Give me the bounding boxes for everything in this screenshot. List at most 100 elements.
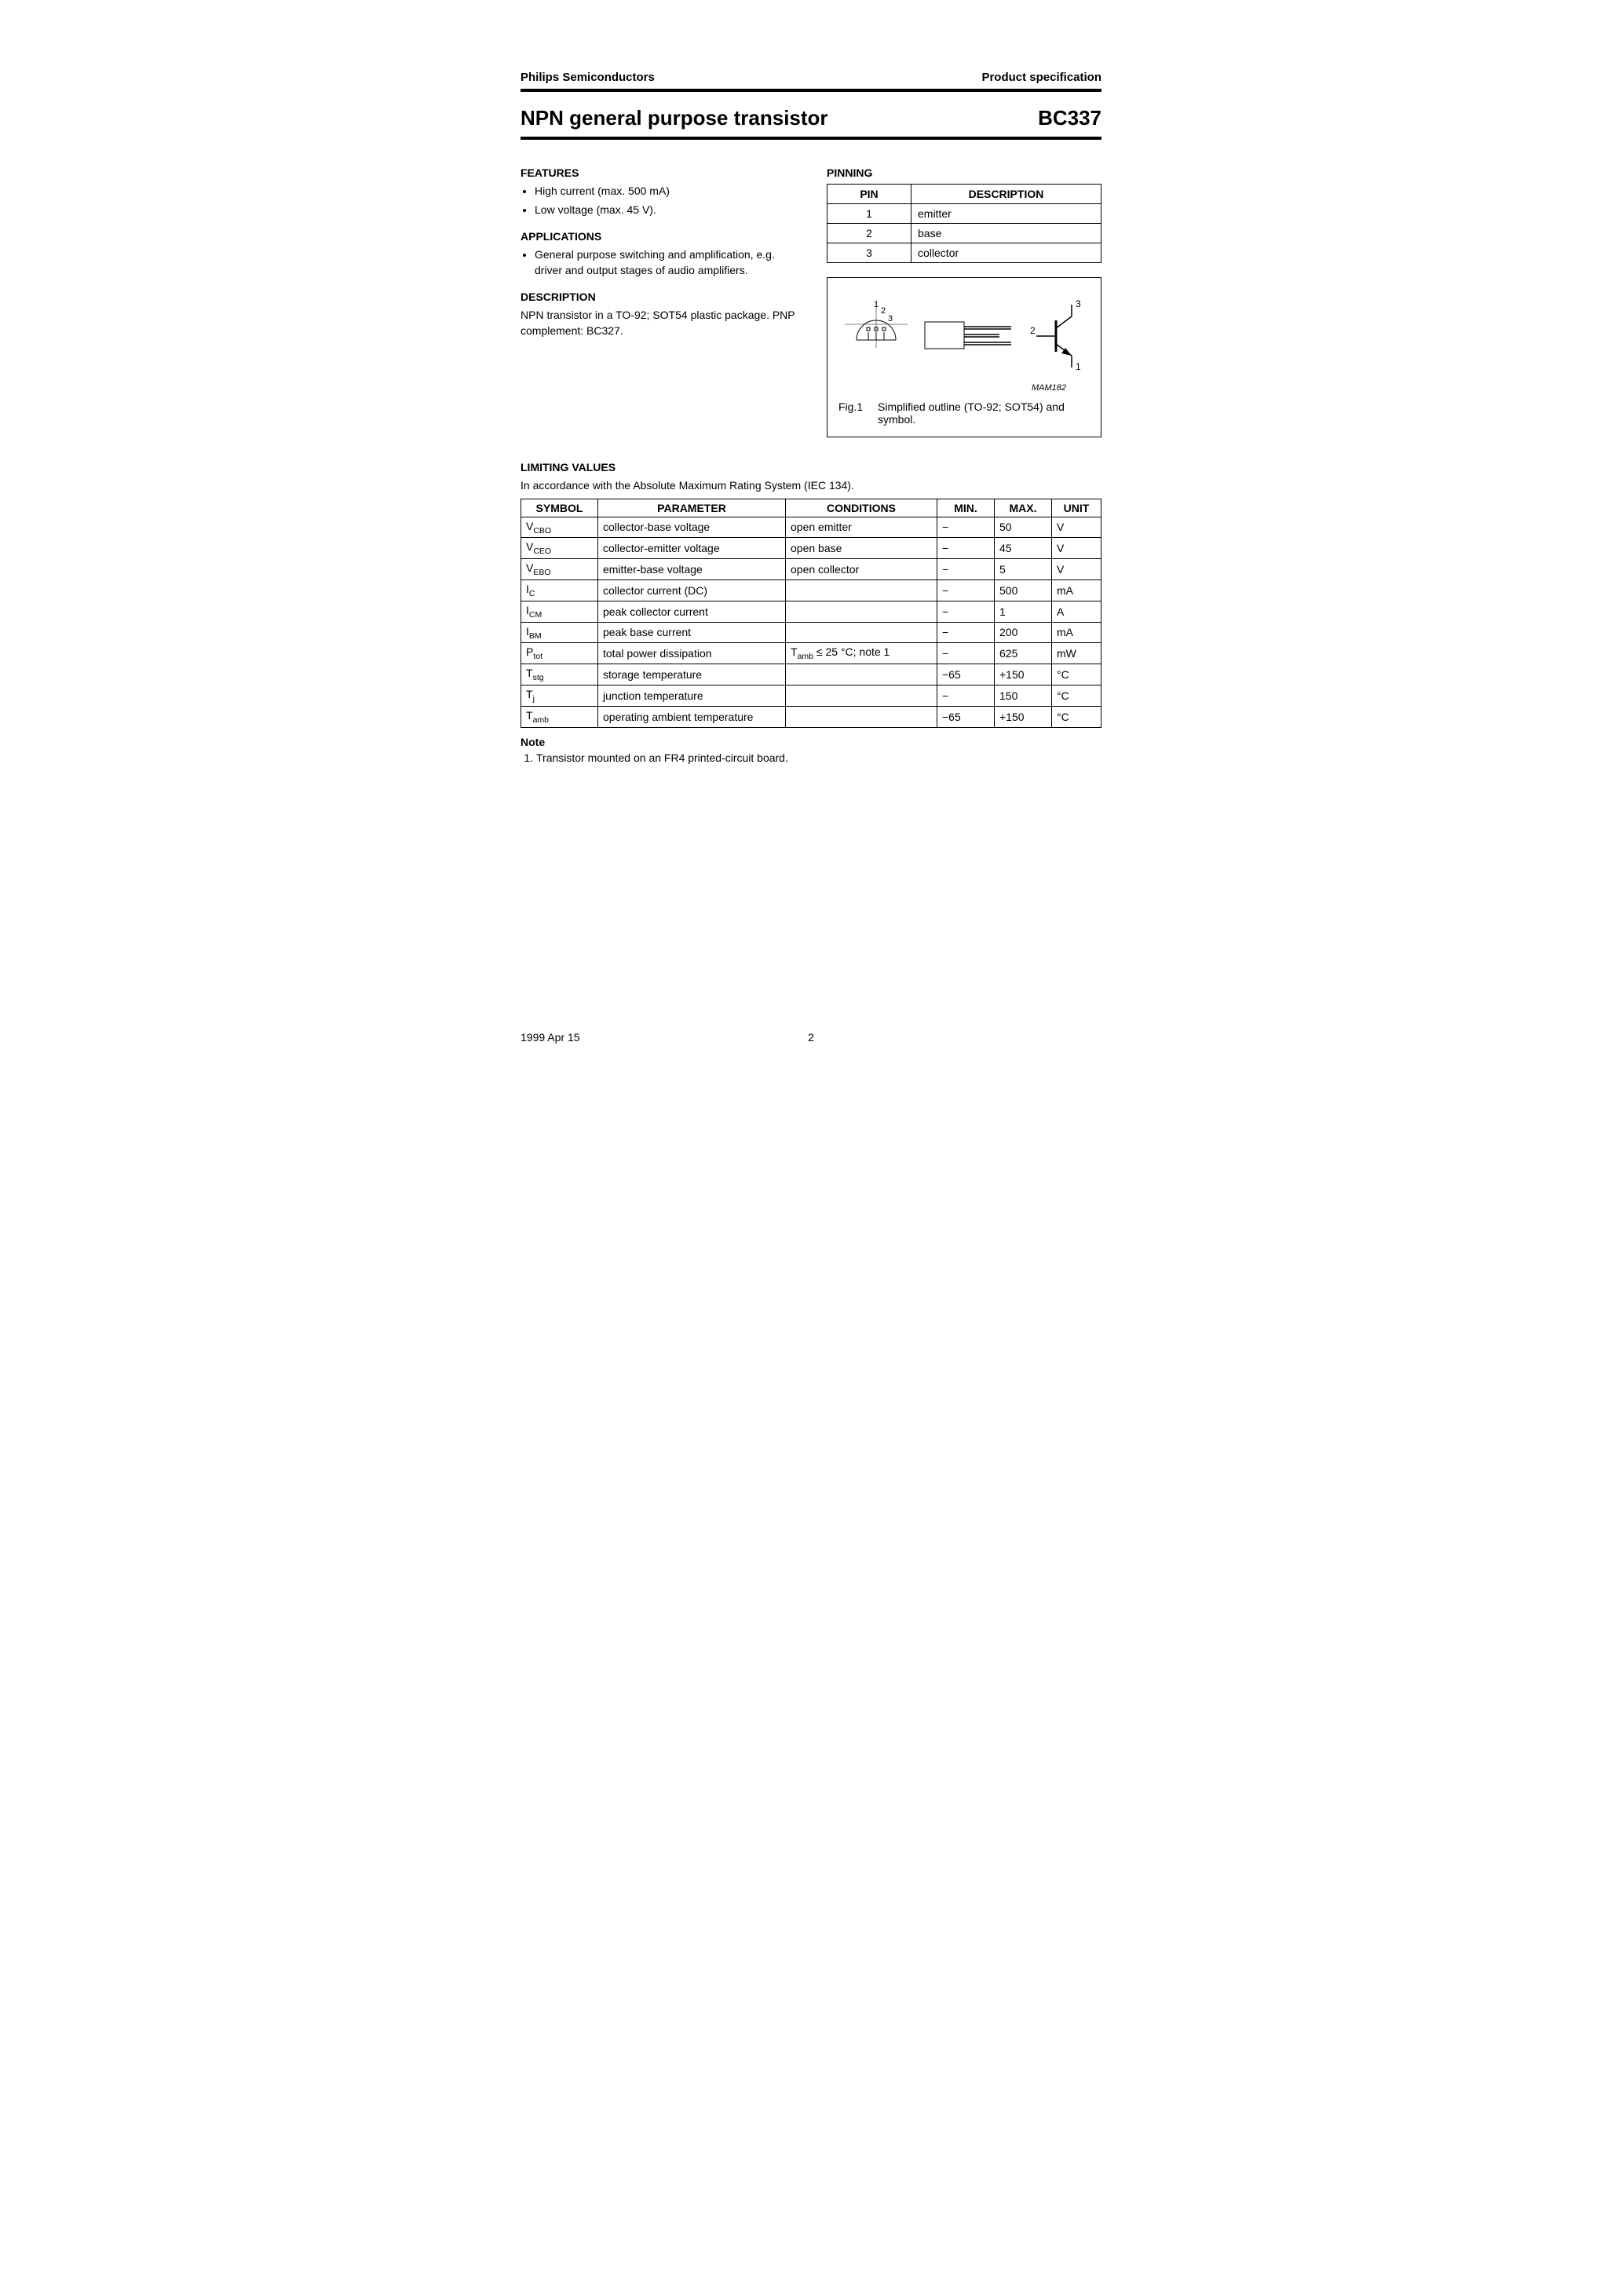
description-heading: DESCRIPTION (521, 291, 795, 303)
svg-text:1: 1 (874, 301, 879, 309)
table-row: VEBOemitter-base voltageopen collector−5… (521, 559, 1101, 580)
svg-text:3: 3 (1076, 298, 1081, 309)
cell-min: − (937, 622, 995, 643)
cell-conditions (786, 601, 937, 622)
pin-num: 2 (827, 224, 911, 243)
cell-parameter: peak collector current (598, 601, 786, 622)
table-row: Ptottotal power dissipationTamb ≤ 25 °C;… (521, 643, 1101, 664)
cell-conditions: open emitter (786, 517, 937, 538)
cell-min: − (937, 538, 995, 559)
figure-box: 1 2 3 (827, 277, 1101, 437)
applications-list: General purpose switching and amplificat… (535, 247, 795, 278)
cell-max: 1 (995, 601, 1052, 622)
table-row: ICcollector current (DC)−500mA (521, 579, 1101, 601)
cell-min: − (937, 517, 995, 538)
limiting-heading: LIMITING VALUES (521, 461, 1101, 473)
svg-text:3: 3 (888, 314, 893, 324)
cell-max: 150 (995, 685, 1052, 706)
cell-max: 50 (995, 517, 1052, 538)
page-header: Philips Semiconductors Product specifica… (521, 71, 1101, 84)
cell-symbol: IC (521, 579, 598, 601)
description-text: NPN transistor in a TO-92; SOT54 plastic… (521, 308, 795, 338)
cell-unit: °C (1052, 664, 1101, 686)
table-row: VCBOcollector-base voltageopen emitter−5… (521, 517, 1101, 538)
svg-text:2: 2 (881, 306, 886, 316)
pin-num: 1 (827, 204, 911, 224)
cell-min: − (937, 601, 995, 622)
cell-parameter: emitter-base voltage (598, 559, 786, 580)
cell-symbol: VCBO (521, 517, 598, 538)
cell-unit: °C (1052, 685, 1101, 706)
table-row: VCEOcollector-emitter voltageopen base−4… (521, 538, 1101, 559)
cell-parameter: collector current (DC) (598, 579, 786, 601)
cell-parameter: collector-base voltage (598, 517, 786, 538)
divider-top (521, 89, 1101, 92)
pinning-table: PIN DESCRIPTION 1 emitter 2 base 3 colle… (827, 184, 1101, 263)
cell-symbol: Tamb (521, 706, 598, 727)
pin-num: 3 (827, 243, 911, 263)
cell-min: −65 (937, 664, 995, 686)
limiting-subtext: In accordance with the Absolute Maximum … (521, 478, 1101, 494)
cell-conditions (786, 622, 937, 643)
cell-symbol: Tj (521, 685, 598, 706)
features-heading: FEATURES (521, 166, 795, 179)
cell-parameter: storage temperature (598, 664, 786, 686)
header-right: Product specification (981, 71, 1101, 84)
transistor-symbol-icon: 3 2 1 (1028, 297, 1083, 375)
col-symbol: SYMBOL (521, 499, 598, 517)
cell-unit: V (1052, 517, 1101, 538)
svg-text:1: 1 (1076, 361, 1081, 372)
feature-item: Low voltage (max. 45 V). (535, 203, 795, 218)
cell-symbol: VCEO (521, 538, 598, 559)
cell-max: 625 (995, 643, 1052, 664)
applications-heading: APPLICATIONS (521, 230, 795, 243)
pin-desc: collector (911, 243, 1101, 263)
pinning-heading: PINNING (827, 166, 1101, 179)
note-list: Transistor mounted on an FR4 printed-cir… (536, 751, 1101, 764)
table-row: 2 base (827, 224, 1101, 243)
cell-symbol: IBM (521, 622, 598, 643)
cell-unit: V (1052, 559, 1101, 580)
col-min: MIN. (937, 499, 995, 517)
figure-caption: Simplified outline (TO-92; SOT54) and sy… (878, 400, 1090, 426)
cell-unit: mW (1052, 643, 1101, 664)
pin-desc: emitter (911, 204, 1101, 224)
figure-number: Fig.1 (838, 400, 878, 426)
pin-desc: base (911, 224, 1101, 243)
cell-parameter: operating ambient temperature (598, 706, 786, 727)
col-unit: UNIT (1052, 499, 1101, 517)
svg-text:2: 2 (1030, 325, 1036, 336)
cell-parameter: junction temperature (598, 685, 786, 706)
footer-date: 1999 Apr 15 (521, 1031, 580, 1044)
cell-conditions: open collector (786, 559, 937, 580)
cell-conditions (786, 579, 937, 601)
cell-max: 200 (995, 622, 1052, 643)
cell-max: 45 (995, 538, 1052, 559)
cell-conditions (786, 685, 937, 706)
title-row: NPN general purpose transistor BC337 (521, 106, 1101, 130)
cell-parameter: peak base current (598, 622, 786, 643)
note-heading: Note (521, 736, 1101, 748)
table-row: 3 collector (827, 243, 1101, 263)
page-footer: 1999 Apr 15 2 (521, 1031, 1101, 1044)
cell-symbol: VEBO (521, 559, 598, 580)
col-max: MAX. (995, 499, 1052, 517)
cell-min: − (937, 685, 995, 706)
cell-min: −65 (937, 706, 995, 727)
cell-parameter: total power dissipation (598, 643, 786, 664)
cell-conditions (786, 706, 937, 727)
cell-symbol: Ptot (521, 643, 598, 664)
cell-min: − (937, 579, 995, 601)
cell-min: − (937, 559, 995, 580)
cell-conditions: open base (786, 538, 937, 559)
part-number: BC337 (1038, 106, 1101, 130)
feature-item: High current (max. 500 mA) (535, 184, 795, 199)
col-desc: DESCRIPTION (911, 185, 1101, 204)
footer-page: 2 (808, 1031, 814, 1044)
cell-parameter: collector-emitter voltage (598, 538, 786, 559)
cell-max: 500 (995, 579, 1052, 601)
cell-max: 5 (995, 559, 1052, 580)
header-left: Philips Semiconductors (521, 71, 655, 84)
cell-unit: mA (1052, 622, 1101, 643)
col-conditions: CONDITIONS (786, 499, 937, 517)
